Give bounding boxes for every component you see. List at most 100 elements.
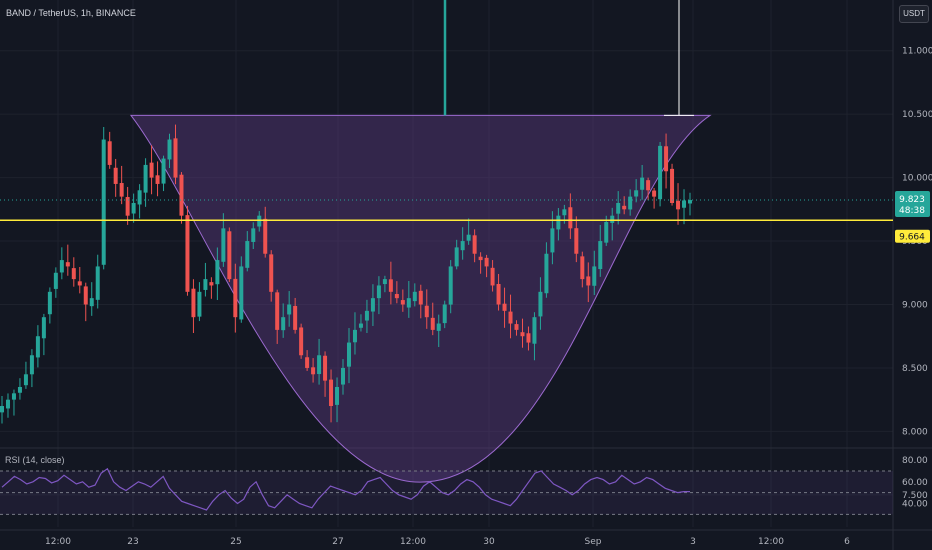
candle-body xyxy=(329,379,334,407)
candle-body xyxy=(89,298,94,307)
candle-body xyxy=(23,374,28,386)
candle-body xyxy=(239,266,244,320)
candle-body xyxy=(53,272,58,289)
support-price-tag-text: 9.664 xyxy=(899,233,925,243)
time-axis-tick: 12:00 xyxy=(45,537,71,547)
candle-body xyxy=(221,228,226,262)
candle-body xyxy=(346,342,351,367)
candle-body xyxy=(382,279,387,285)
candle-body xyxy=(664,146,669,172)
candle-body xyxy=(418,290,423,305)
candle-body xyxy=(532,317,537,344)
candle-body xyxy=(676,200,681,210)
price-axis-tick: 10.500 xyxy=(902,110,932,120)
rsi-axis-tick: 60.00 xyxy=(902,478,928,488)
candle-body xyxy=(215,260,220,285)
candle-body xyxy=(179,174,184,216)
time-axis-tick: 3 xyxy=(690,537,696,547)
candle-body xyxy=(628,196,633,210)
candle-body xyxy=(538,291,543,317)
candle-body xyxy=(568,207,573,229)
price-axis-tick: 8.000 xyxy=(902,427,928,437)
support-price-tag: 9.664 xyxy=(895,229,930,243)
candle-body xyxy=(245,241,250,268)
candle-body xyxy=(454,247,459,267)
candle-body xyxy=(257,215,262,227)
candle-body xyxy=(323,355,328,381)
rsi-pane: 40.00 60.00 80.00 xyxy=(0,456,928,515)
candle-body xyxy=(592,266,597,286)
candle-body xyxy=(167,139,172,160)
candle-body xyxy=(209,282,214,286)
candle-body xyxy=(430,317,435,330)
candle-body xyxy=(131,202,136,214)
candle-body xyxy=(269,254,274,292)
candle-body xyxy=(35,336,40,358)
candle-body xyxy=(526,333,531,343)
candle-body xyxy=(424,305,429,318)
candle-body xyxy=(400,300,405,305)
candle-body xyxy=(436,323,441,331)
candle-body xyxy=(305,357,310,368)
candle-body xyxy=(59,260,64,273)
candle-body xyxy=(197,291,202,317)
candle-body xyxy=(233,278,238,318)
price-axis-tick: 8.500 xyxy=(902,364,928,374)
currency-button[interactable]: USDT xyxy=(899,5,929,23)
candle-body xyxy=(520,332,525,337)
time-axis-tick: 12:00 xyxy=(758,537,784,547)
time-axis-tick: 27 xyxy=(332,537,343,547)
rsi-axis-tick: 40.00 xyxy=(902,500,928,510)
candle-body xyxy=(604,222,609,243)
price-axis-tick: 9.000 xyxy=(902,301,928,311)
candle-body xyxy=(173,138,178,178)
candle-body xyxy=(101,139,106,265)
candle-body xyxy=(622,205,627,210)
candle-body xyxy=(460,241,465,251)
candle-body xyxy=(586,276,591,286)
candle-body xyxy=(149,162,154,178)
candle-body xyxy=(335,386,340,405)
candle-body xyxy=(646,180,651,191)
time-axis-tick: Sep xyxy=(585,537,602,547)
candle-body xyxy=(161,158,166,184)
candle-body xyxy=(263,218,268,254)
candle-body xyxy=(352,329,357,343)
candle-body xyxy=(227,231,232,280)
candle-body xyxy=(299,327,304,356)
candle-body xyxy=(143,164,148,193)
candle-body xyxy=(17,386,22,393)
candle-body xyxy=(95,266,100,300)
price-axis-tick: 11.000 xyxy=(902,47,932,57)
candle-body xyxy=(544,253,549,294)
support-price-tag-bg xyxy=(895,229,930,243)
candles xyxy=(0,124,692,424)
candle-body xyxy=(394,294,399,299)
candle-body xyxy=(113,167,118,184)
candle-body xyxy=(580,256,585,280)
candle-body xyxy=(83,286,88,305)
countdown-text: 48:38 xyxy=(899,206,925,216)
candle-body xyxy=(466,234,471,241)
candle-body xyxy=(275,292,280,330)
candle-body xyxy=(364,310,369,321)
time-axis-tick: 25 xyxy=(230,537,241,547)
candle-body xyxy=(287,304,292,315)
candle-body xyxy=(251,228,256,242)
candle-body xyxy=(5,399,10,409)
candle-body xyxy=(514,324,519,330)
candle-body xyxy=(155,175,160,184)
candle-body xyxy=(119,183,124,197)
candle-body xyxy=(448,266,453,305)
time-axis-tick: 6 xyxy=(844,537,850,547)
candle-body xyxy=(317,355,322,375)
candle-body xyxy=(616,202,621,214)
candle-body xyxy=(137,190,142,205)
candle-body xyxy=(65,262,70,267)
current-price-tag-bg xyxy=(895,191,930,218)
candle-body xyxy=(191,288,196,318)
candle-body xyxy=(478,256,483,261)
candle-body xyxy=(634,190,639,197)
candle-body xyxy=(71,268,76,280)
